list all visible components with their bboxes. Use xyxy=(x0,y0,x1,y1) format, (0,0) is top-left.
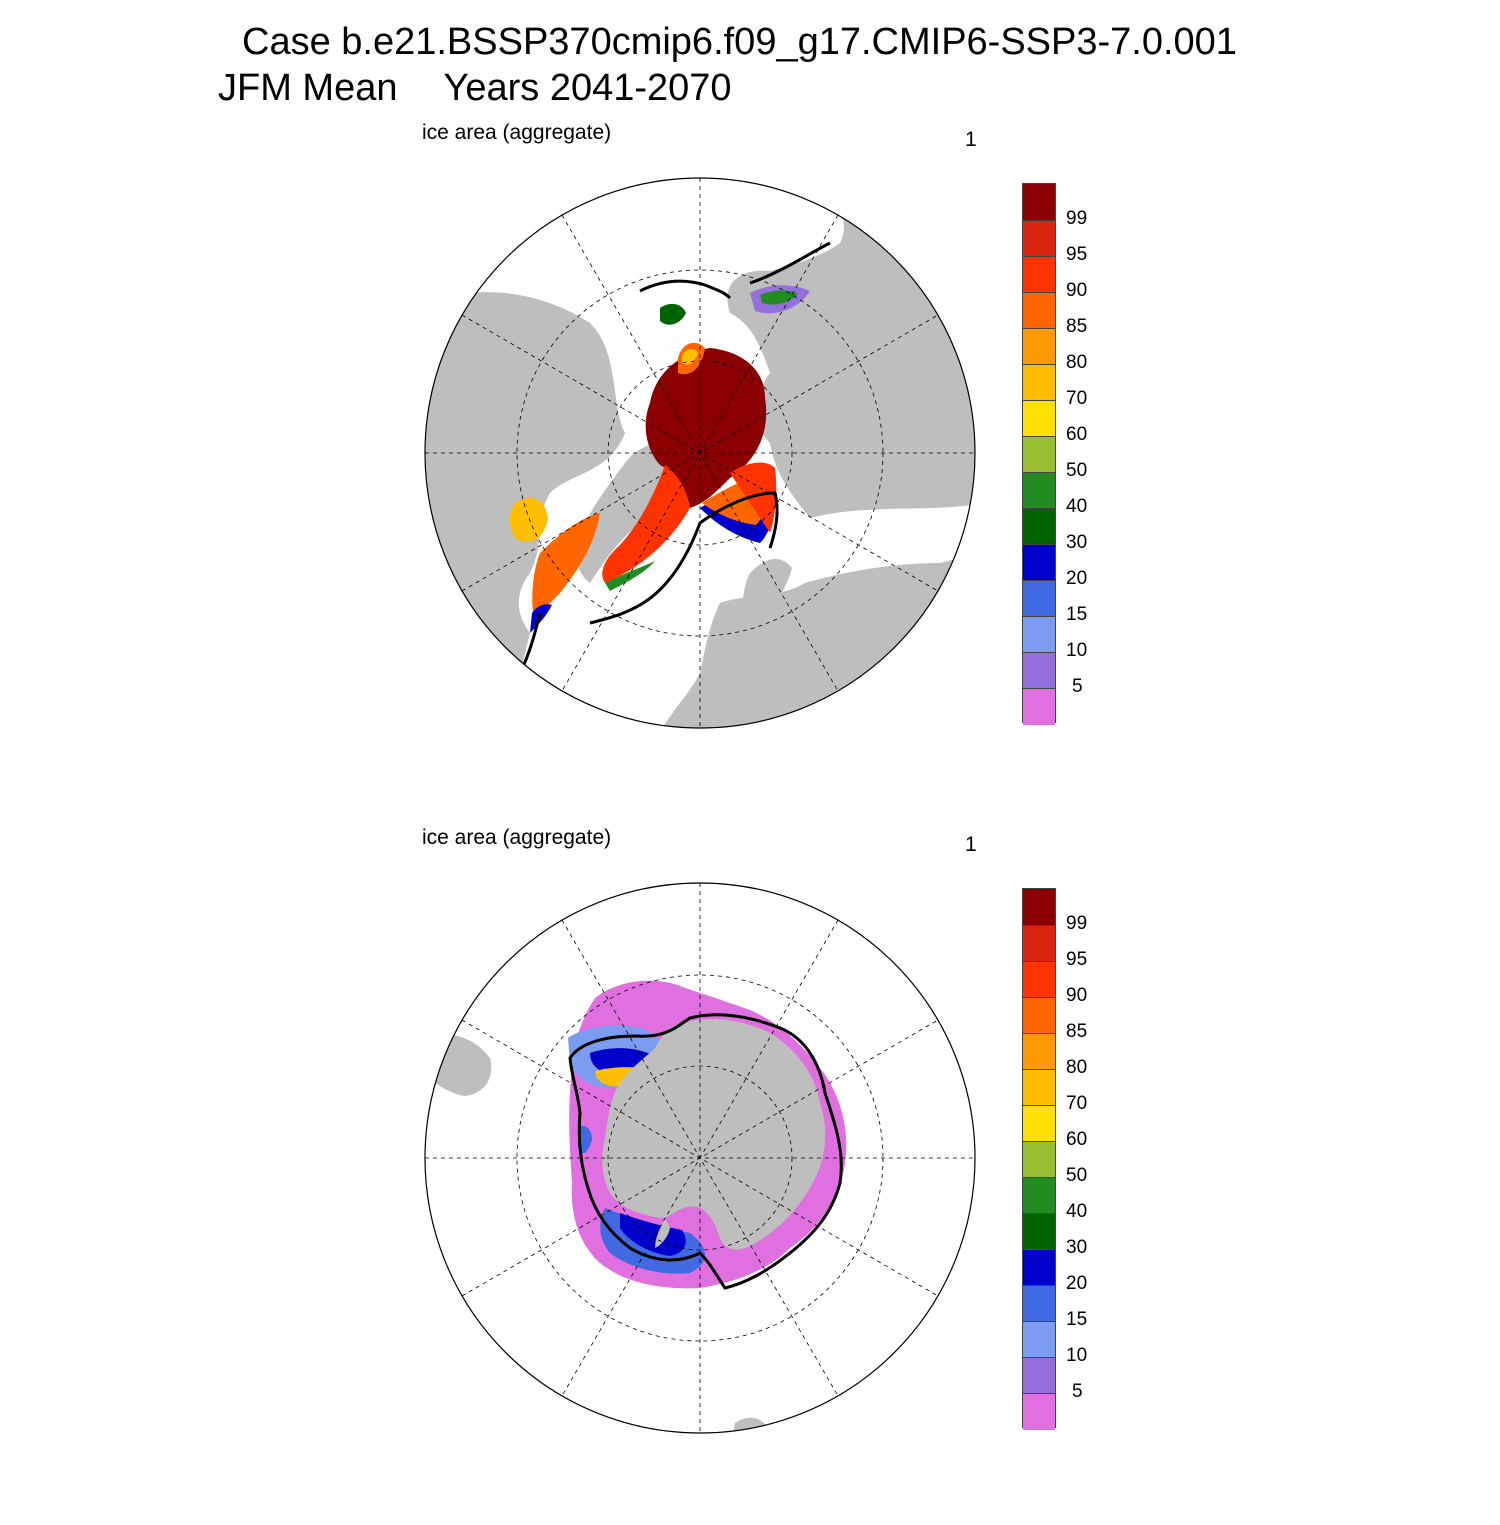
graticule xyxy=(425,178,975,728)
colorbar-box xyxy=(1023,1069,1055,1106)
colorbar-tick-label: 5 xyxy=(1072,676,1083,697)
colorbar xyxy=(1022,888,1056,1430)
colorbar-box xyxy=(1023,688,1055,725)
colorbar-tick-label: 90 xyxy=(1066,985,1088,1006)
colorbar-box xyxy=(1023,1249,1055,1286)
panel-south: ice area (aggregate) 1 xyxy=(0,820,1500,1525)
colorbar-tick-label: 20 xyxy=(1066,568,1088,589)
colorbar-box xyxy=(1023,925,1055,962)
obs-contour-barents xyxy=(589,491,779,625)
colorbar-tick-label: 10 xyxy=(1066,640,1088,661)
colorbar-box xyxy=(1023,961,1055,998)
corner-value: 1 xyxy=(965,833,977,856)
north-polar-map xyxy=(424,177,976,729)
colorbar-tick-label: 10 xyxy=(1066,1345,1088,1366)
colorbar-box xyxy=(1023,1285,1055,1322)
south-polar-map xyxy=(424,882,976,1434)
colorbar-box xyxy=(1023,889,1055,925)
colorbar-tick-label: 99 xyxy=(1066,913,1088,934)
panel-north: ice area (aggregate) 1 xyxy=(0,115,1500,820)
colorbar-tick-label: 60 xyxy=(1066,1129,1088,1150)
colorbar-tick-label: 40 xyxy=(1066,1201,1088,1222)
figure-title-line2: JFM Mean Years 2041-2070 xyxy=(218,68,732,108)
colorbar-tick-label: 95 xyxy=(1066,244,1088,265)
map-boundary xyxy=(424,882,976,1434)
ice-bering xyxy=(660,303,686,325)
variable-label: ice area (aggregate) xyxy=(422,826,612,849)
colorbar-box xyxy=(1023,1357,1055,1394)
colorbar-tick-label: 85 xyxy=(1066,316,1088,337)
ice-amundsen xyxy=(578,1126,592,1154)
obs-contour-antarctic xyxy=(568,1013,843,1290)
ice-weddell-inner xyxy=(620,1213,686,1256)
colorbar-box xyxy=(1023,508,1055,545)
colorbar-box xyxy=(1023,1105,1055,1142)
colorbar-box xyxy=(1023,1393,1055,1430)
land-antarctica xyxy=(602,1018,826,1250)
colorbar-tick-label: 5 xyxy=(1072,1381,1083,1402)
colorbar-tick-label: 15 xyxy=(1066,1309,1088,1330)
colorbar-box xyxy=(1023,364,1055,401)
colorbar-tick-label: 70 xyxy=(1066,1093,1088,1114)
ice-labrador xyxy=(532,513,600,623)
colorbar-box xyxy=(1023,997,1055,1034)
colorbar-tick-label: 80 xyxy=(1066,1057,1088,1078)
colorbar-box xyxy=(1023,580,1055,617)
colorbar-tick-label: 30 xyxy=(1066,1237,1088,1258)
colorbar-box xyxy=(1023,616,1055,653)
colorbar-box xyxy=(1023,328,1055,365)
ice-beaufort-inner xyxy=(682,349,698,365)
colorbar-box xyxy=(1023,544,1055,581)
obs-contour-bering xyxy=(639,279,732,300)
colorbar-box xyxy=(1023,1177,1055,1214)
ice-okhotsk-inner xyxy=(760,290,798,305)
colorbar-box xyxy=(1023,184,1055,220)
colorbar-tick-label: 99 xyxy=(1066,208,1088,229)
ice-hudson-bay xyxy=(509,498,548,542)
colorbar-tick-label: 85 xyxy=(1066,1021,1088,1042)
ice-greenland-sea-edge xyxy=(605,561,655,591)
colorbar-box xyxy=(1023,292,1055,329)
colorbar-tick-label: 20 xyxy=(1066,1273,1088,1294)
land-scandinavia xyxy=(743,558,792,628)
colorbar-box xyxy=(1023,1033,1055,1070)
corner-value: 1 xyxy=(965,128,977,151)
colorbar-box xyxy=(1023,1321,1055,1358)
colorbar-box xyxy=(1023,1213,1055,1250)
graticule xyxy=(425,883,975,1433)
colorbar-tick-label: 50 xyxy=(1066,1165,1088,1186)
colorbar-tick-label: 70 xyxy=(1066,388,1088,409)
colorbar-tick-label: 15 xyxy=(1066,604,1088,625)
variable-label: ice area (aggregate) xyxy=(422,121,612,144)
land-canadian-archipelago xyxy=(568,412,621,456)
colorbar-tick-label: 60 xyxy=(1066,424,1088,445)
season-label: JFM Mean xyxy=(218,67,398,109)
colorbar-box xyxy=(1023,400,1055,437)
colorbar-box xyxy=(1023,652,1055,689)
figure-title-line1: Case b.e21.BSSP370cmip6.f09_g17.CMIP6-SS… xyxy=(242,21,1237,63)
colorbar-box xyxy=(1023,1141,1055,1178)
colorbar-tick-label: 80 xyxy=(1066,352,1088,373)
colorbar-tick-label: 40 xyxy=(1066,496,1088,517)
years-label: Years 2041-2070 xyxy=(443,67,732,109)
colorbar-box xyxy=(1023,472,1055,509)
colorbar-tick-label: 90 xyxy=(1066,280,1088,301)
ice-kara xyxy=(730,462,777,533)
ice-greenland-sea xyxy=(602,465,690,583)
colorbar-box xyxy=(1023,256,1055,293)
colorbar-tick-label: 95 xyxy=(1066,949,1088,970)
colorbar xyxy=(1022,183,1056,725)
ice-central-arctic xyxy=(645,348,767,508)
colorbar-box xyxy=(1023,436,1055,473)
colorbar-tick-label: 50 xyxy=(1066,460,1088,481)
colorbar-box xyxy=(1023,220,1055,257)
map-boundary xyxy=(424,177,976,729)
colorbar-tick-label: 30 xyxy=(1066,532,1088,553)
